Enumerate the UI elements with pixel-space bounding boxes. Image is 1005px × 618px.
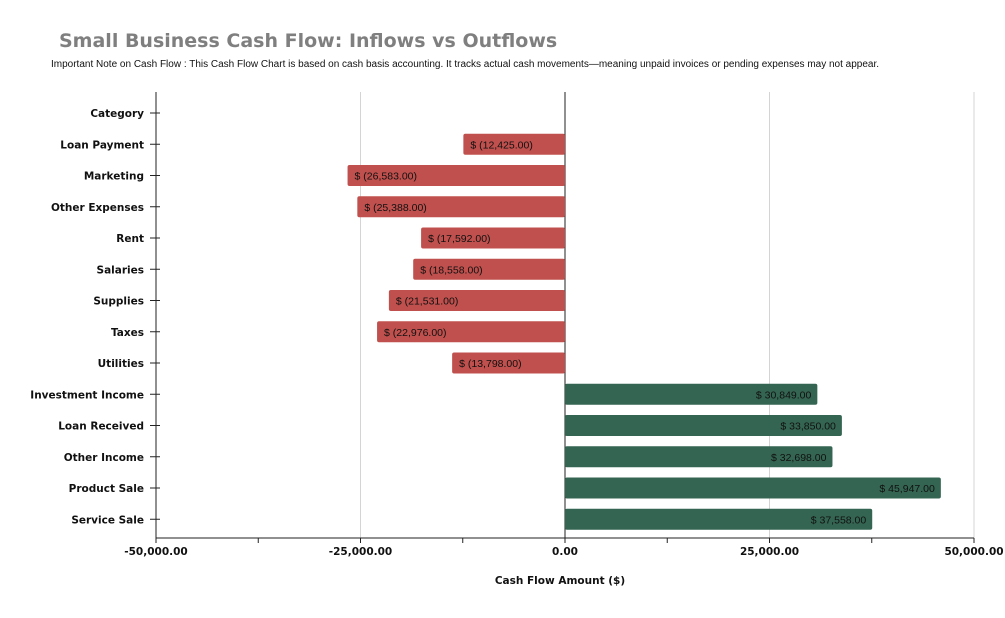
category-label: Service Sale bbox=[71, 514, 144, 526]
outflow-bar bbox=[421, 227, 565, 249]
x-tick-label: 0.00 bbox=[552, 546, 578, 558]
category-label: Utilities bbox=[98, 358, 144, 370]
category-label: Other Expenses bbox=[51, 202, 144, 214]
x-tick-label: -25,000.00 bbox=[329, 546, 392, 558]
data-label: $ 30,849.00 bbox=[756, 389, 812, 401]
outflow-bar bbox=[388, 290, 565, 311]
category-label: Category bbox=[90, 108, 144, 120]
category-label: Marketing bbox=[84, 171, 144, 183]
category-label: Supplies bbox=[93, 296, 144, 308]
outflow-bar bbox=[452, 352, 565, 374]
inflow-bar bbox=[565, 477, 941, 499]
category-label: Loan Payment bbox=[60, 139, 144, 151]
category-label: Other Income bbox=[64, 452, 144, 464]
data-label: $ (21,531.00) bbox=[396, 296, 458, 308]
outflow-bar bbox=[347, 165, 565, 186]
data-label: $ 45,947.00 bbox=[879, 483, 935, 495]
outflow-bar bbox=[413, 258, 565, 280]
data-label: $ 37,558.00 bbox=[811, 514, 867, 526]
data-label: $ (12,425.00) bbox=[470, 139, 532, 151]
data-label: $ (13,798.00) bbox=[459, 358, 521, 370]
data-label: $ (17,592.00) bbox=[428, 233, 490, 245]
inflow-bar bbox=[565, 508, 873, 530]
chart-title: Small Business Cash Flow: Inflows vs Out… bbox=[59, 30, 558, 52]
data-label: $ (26,583.00) bbox=[355, 171, 417, 183]
inflow-bar bbox=[565, 415, 842, 436]
data-label: $ (18,558.00) bbox=[420, 264, 482, 276]
x-axis-title: Cash Flow Amount ($) bbox=[495, 575, 625, 587]
category-label: Investment Income bbox=[30, 389, 144, 401]
x-tick-label: -50,000.00 bbox=[124, 546, 187, 558]
outflow-bar bbox=[463, 133, 565, 155]
data-label: $ (25,388.00) bbox=[364, 202, 426, 214]
outflow-bar bbox=[377, 321, 565, 343]
inflow-bar bbox=[565, 446, 833, 468]
category-label: Salaries bbox=[97, 264, 144, 276]
data-label: $ 32,698.00 bbox=[771, 452, 827, 464]
category-label: Loan Received bbox=[58, 421, 144, 433]
data-label: $ (22,976.00) bbox=[384, 327, 446, 339]
x-tick-label: 25,000.00 bbox=[740, 546, 799, 558]
category-label: Rent bbox=[116, 233, 144, 245]
category-label: Product Sale bbox=[69, 483, 144, 495]
chart-subtitle: Important Note on Cash Flow : This Cash … bbox=[51, 59, 880, 70]
outflow-bar bbox=[357, 196, 565, 218]
category-label: Taxes bbox=[111, 327, 144, 339]
x-tick-label: 50,000.00 bbox=[944, 546, 1003, 558]
data-label: $ 33,850.00 bbox=[780, 421, 836, 433]
inflow-bar bbox=[565, 383, 818, 405]
